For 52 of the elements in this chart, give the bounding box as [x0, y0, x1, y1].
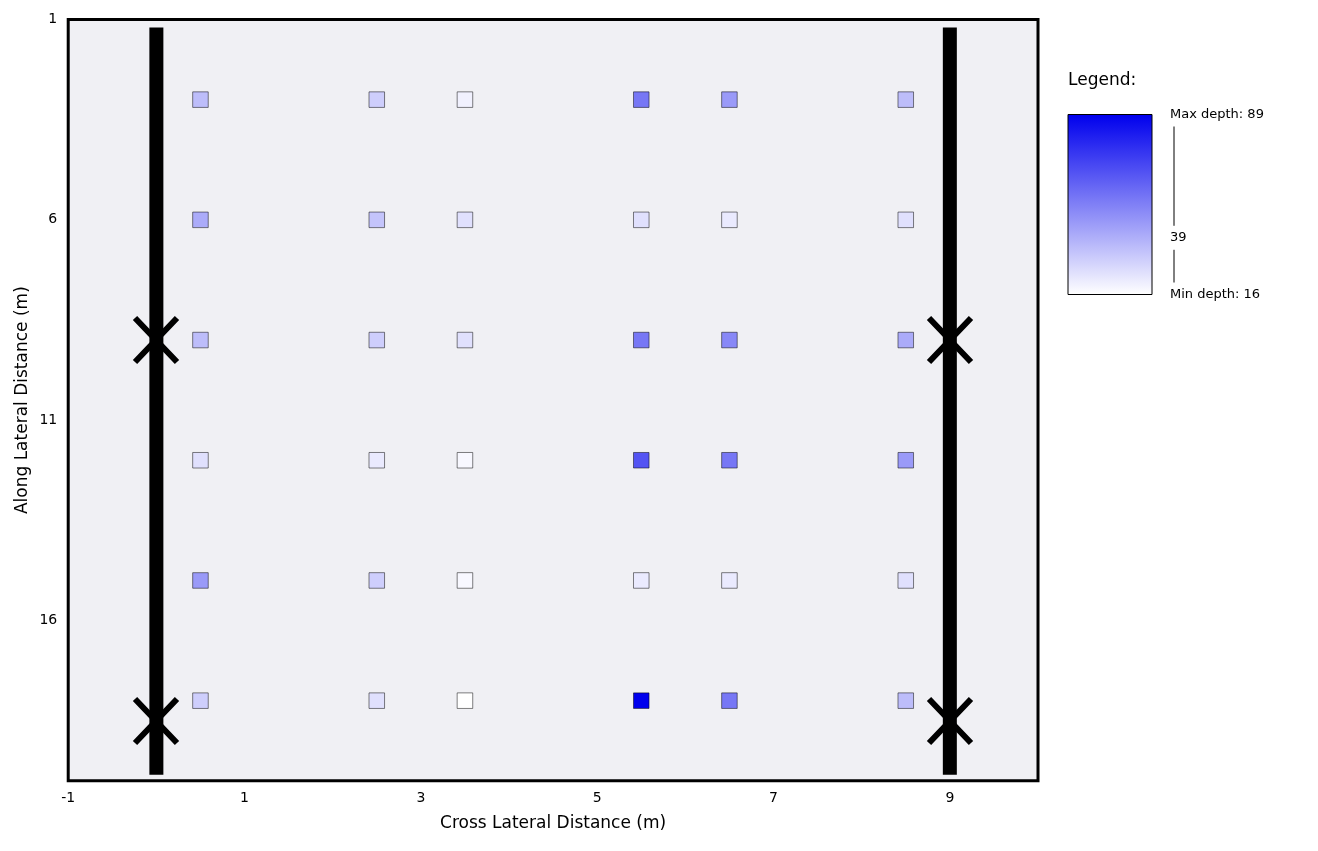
- point: [897, 452, 914, 469]
- point: [456, 332, 473, 349]
- point: [368, 91, 385, 108]
- color-bar-title: Legend:: [1068, 68, 1137, 89]
- point: [721, 211, 738, 228]
- y-tick-label: 11: [39, 410, 58, 427]
- x-tick-label: 9: [945, 788, 955, 805]
- x-tick-label: 7: [769, 788, 778, 805]
- x-tick-label: 5: [592, 788, 602, 805]
- point: [456, 692, 473, 709]
- point: [368, 692, 385, 709]
- y-tick-label: 6: [48, 210, 58, 227]
- y-axis-title: Along Lateral Distance (m): [10, 286, 31, 515]
- point: [633, 211, 650, 228]
- x-tick-label: 1: [240, 788, 249, 805]
- color-bar-label: Min depth: 16: [1170, 285, 1261, 301]
- point: [192, 91, 209, 108]
- point: [721, 692, 738, 709]
- point: [456, 91, 473, 108]
- point: [897, 211, 914, 228]
- point: [633, 692, 650, 709]
- color-bar-label: Max depth: 89: [1170, 105, 1264, 121]
- point: [897, 692, 914, 709]
- point: [192, 572, 209, 589]
- point: [721, 91, 738, 108]
- x-tick-label: -1: [61, 788, 76, 805]
- point: [633, 91, 650, 108]
- point: [192, 211, 209, 228]
- point: [721, 572, 738, 589]
- point: [721, 332, 738, 349]
- point: [633, 452, 650, 469]
- x-axis-title: Cross Lateral Distance (m): [440, 812, 667, 833]
- point: [456, 572, 473, 589]
- point: [192, 332, 209, 349]
- x-tick-label: 3: [416, 788, 426, 805]
- point: [897, 572, 914, 589]
- point: [721, 452, 738, 469]
- point: [897, 332, 914, 349]
- y-tick-label: 1: [48, 10, 58, 27]
- point: [192, 452, 209, 469]
- point: [633, 572, 650, 589]
- y-tick-label: 16: [39, 611, 58, 628]
- point: [368, 452, 385, 469]
- point: [368, 332, 385, 349]
- point: [456, 211, 473, 228]
- point: [456, 452, 473, 469]
- point: [368, 572, 385, 589]
- point: [192, 692, 209, 709]
- point: [897, 91, 914, 108]
- point: [633, 332, 650, 349]
- point: [368, 211, 385, 228]
- color-bar-label: 39: [1170, 229, 1187, 245]
